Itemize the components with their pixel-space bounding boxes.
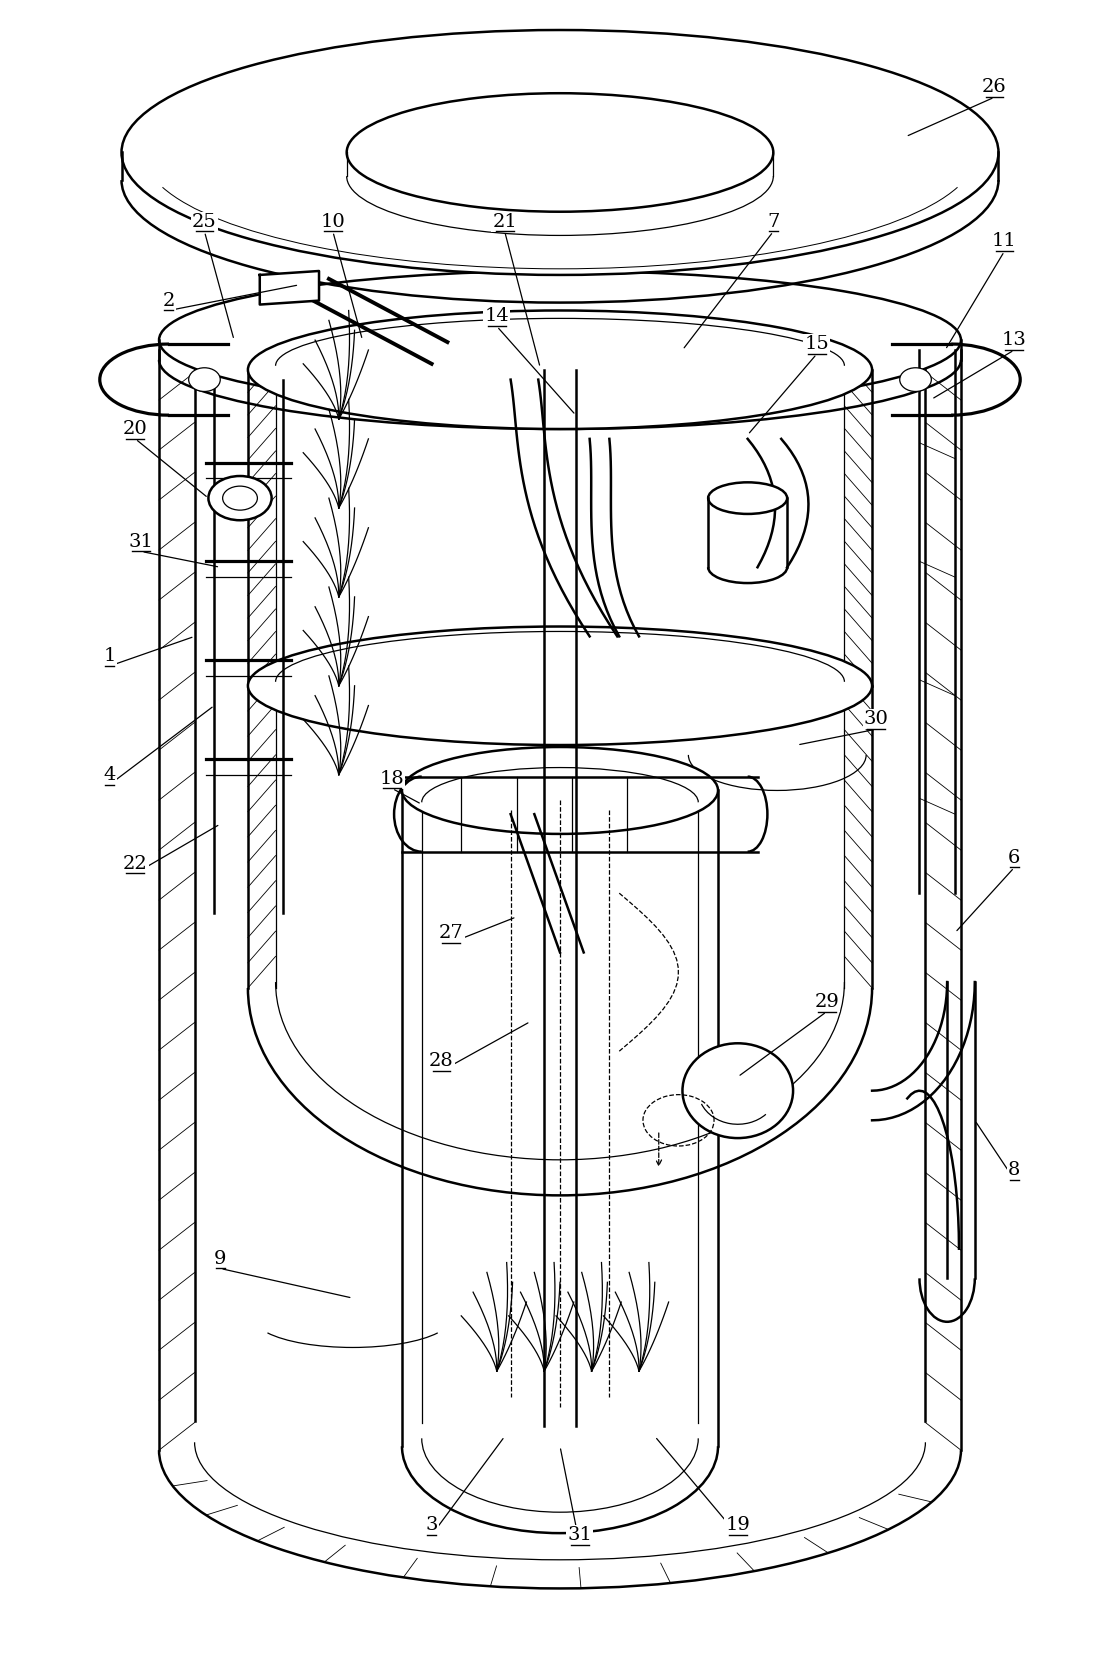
- Ellipse shape: [402, 748, 718, 834]
- Text: 19: 19: [726, 1517, 750, 1535]
- Text: 9: 9: [214, 1249, 226, 1267]
- Text: 3: 3: [426, 1517, 438, 1535]
- Ellipse shape: [159, 271, 961, 409]
- Text: 22: 22: [123, 855, 148, 873]
- Text: 6: 6: [1008, 849, 1020, 867]
- Text: 7: 7: [767, 213, 780, 230]
- Ellipse shape: [899, 367, 932, 392]
- Text: 29: 29: [814, 992, 839, 1011]
- Text: 28: 28: [429, 1052, 454, 1070]
- Text: 15: 15: [804, 336, 829, 352]
- Text: 21: 21: [493, 213, 517, 230]
- Text: 31: 31: [129, 533, 153, 551]
- Text: 31: 31: [568, 1527, 592, 1545]
- Ellipse shape: [208, 476, 272, 521]
- Text: 2: 2: [162, 291, 175, 309]
- Text: 11: 11: [992, 232, 1017, 250]
- Polygon shape: [260, 271, 319, 304]
- Text: 13: 13: [1002, 331, 1027, 349]
- Ellipse shape: [708, 483, 787, 514]
- Ellipse shape: [248, 311, 872, 428]
- Text: 10: 10: [320, 213, 345, 230]
- Text: 8: 8: [1008, 1161, 1020, 1179]
- Ellipse shape: [121, 30, 999, 275]
- Text: 27: 27: [439, 923, 464, 941]
- Ellipse shape: [248, 627, 872, 744]
- Text: 18: 18: [380, 769, 404, 787]
- Text: 14: 14: [485, 308, 510, 326]
- Ellipse shape: [188, 367, 221, 392]
- Ellipse shape: [682, 1044, 793, 1138]
- Text: 4: 4: [103, 766, 115, 784]
- Text: 26: 26: [982, 78, 1007, 96]
- Ellipse shape: [223, 486, 258, 509]
- Text: 30: 30: [864, 710, 888, 728]
- Text: 1: 1: [103, 647, 115, 665]
- Text: 20: 20: [123, 420, 148, 438]
- Text: 25: 25: [193, 213, 217, 230]
